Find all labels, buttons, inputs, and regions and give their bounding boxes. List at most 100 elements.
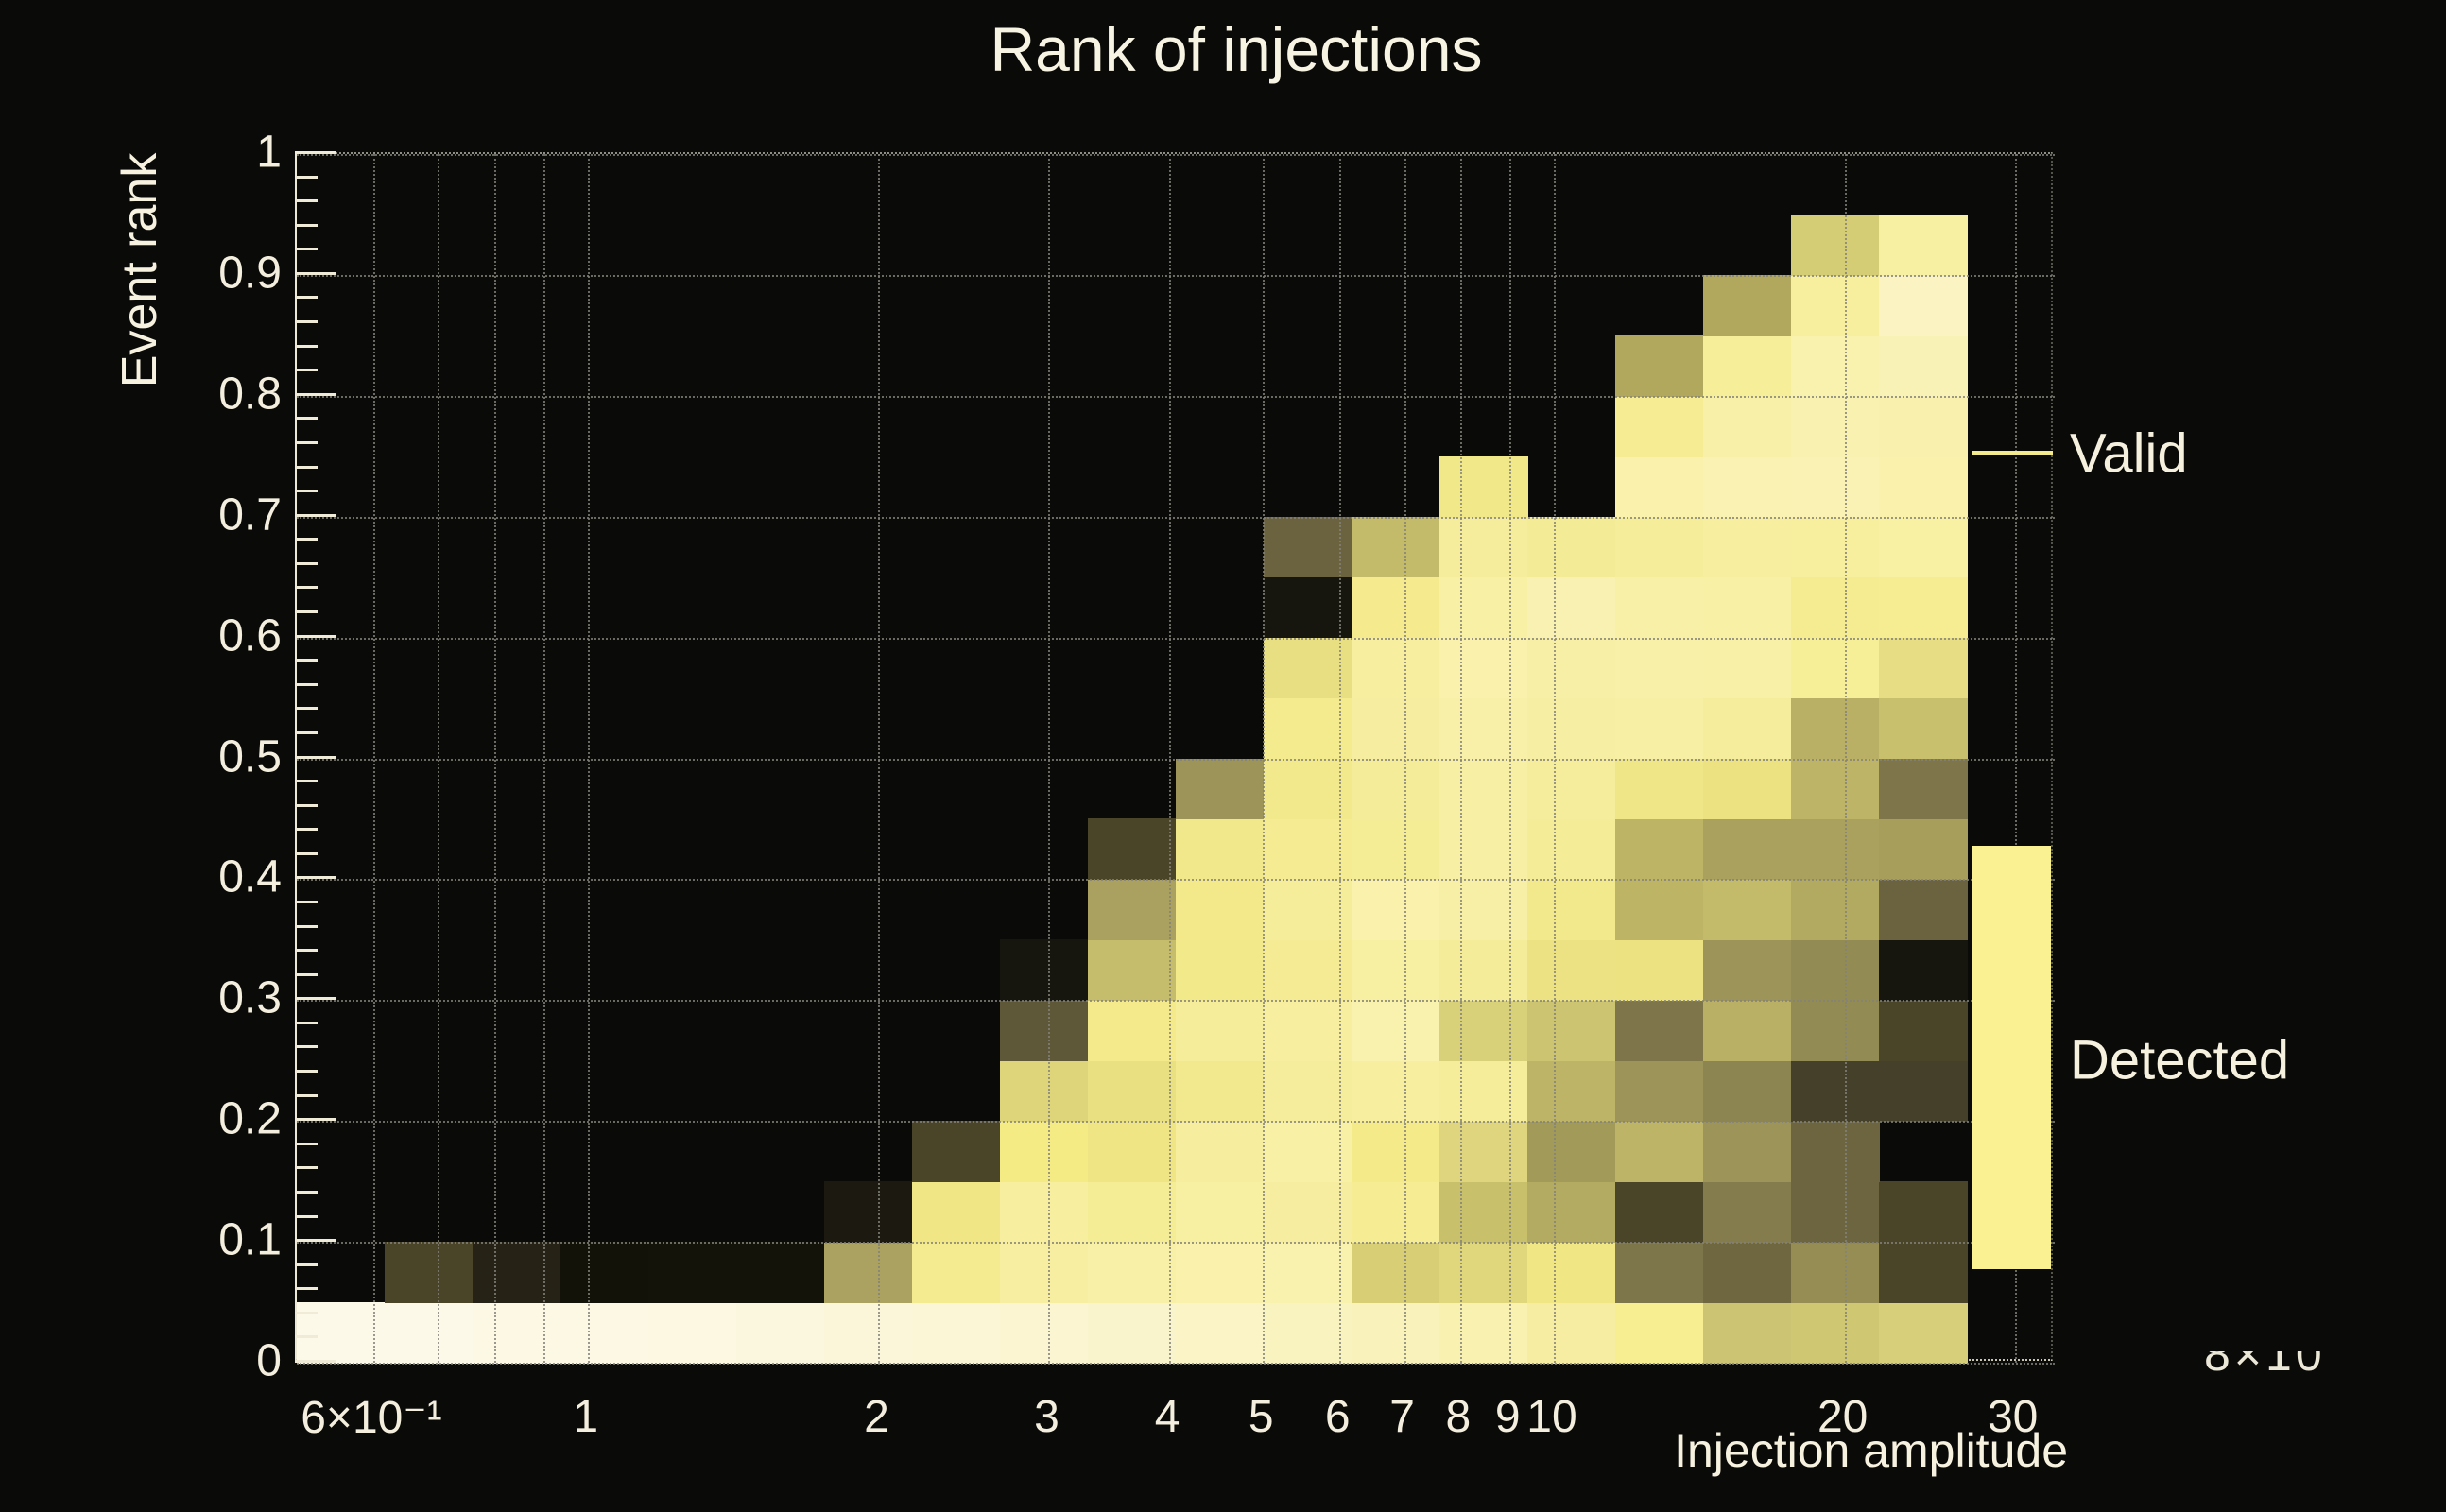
y-gridline bbox=[297, 879, 2055, 882]
heatmap-cell bbox=[911, 1181, 1001, 1243]
y-minor-tick bbox=[295, 780, 318, 783]
heatmap-cell bbox=[1175, 939, 1265, 1002]
y-minor-tick bbox=[295, 1311, 318, 1314]
heatmap-cell bbox=[1526, 939, 1616, 1002]
heatmap-cell bbox=[1263, 1302, 1352, 1364]
heatmap-cell bbox=[1702, 516, 1792, 578]
heatmap-cell bbox=[1878, 697, 1968, 760]
heatmap-cell bbox=[560, 1302, 649, 1364]
heatmap-cell bbox=[1526, 879, 1616, 941]
y-minor-tick bbox=[295, 682, 318, 686]
heatmap-cell bbox=[1790, 576, 1880, 639]
heatmap-cell bbox=[1614, 879, 1704, 941]
heatmap-cell bbox=[648, 1302, 737, 1364]
heatmap-cell bbox=[1790, 1060, 1880, 1122]
y-minor-tick bbox=[295, 828, 318, 832]
heatmap-cell bbox=[1438, 576, 1528, 639]
heatmap-cell bbox=[1087, 1060, 1177, 1122]
y-gridline bbox=[297, 154, 2055, 156]
heatmap-cell bbox=[1614, 1302, 1704, 1364]
heatmap-cell bbox=[1614, 1060, 1704, 1122]
heatmap-cell bbox=[1702, 274, 1792, 336]
heatmap-cell bbox=[1702, 697, 1792, 760]
heatmap-cell bbox=[1351, 939, 1440, 1002]
y-minor-tick bbox=[295, 490, 318, 493]
heatmap-cell bbox=[1614, 697, 1704, 760]
heatmap-cell bbox=[1438, 879, 1528, 941]
y-minor-tick bbox=[295, 1335, 318, 1339]
y-minor-tick bbox=[295, 465, 318, 469]
x-tick-label: 30 bbox=[1987, 1392, 2039, 1442]
heatmap-cell bbox=[1438, 758, 1528, 820]
heatmap-cell bbox=[1614, 637, 1704, 699]
y-minor-tick bbox=[295, 949, 318, 953]
y-tick-label: 0.5 bbox=[218, 731, 282, 782]
heatmap-cell bbox=[1087, 879, 1177, 941]
y-gridline bbox=[297, 1121, 2055, 1124]
y-minor-tick bbox=[295, 1166, 318, 1170]
heatmap-cell bbox=[1702, 1181, 1792, 1243]
chart-title: Rank of injections bbox=[990, 14, 1483, 84]
heatmap-cell bbox=[1526, 637, 1616, 699]
y-minor-tick bbox=[295, 730, 318, 734]
clipped-corner-label: 8×10 bbox=[2204, 1351, 2326, 1381]
y-major-tick bbox=[295, 271, 336, 275]
heatmap-cell bbox=[1702, 879, 1792, 941]
y-major-tick bbox=[295, 876, 336, 880]
heatmap-cell bbox=[1087, 939, 1177, 1002]
heatmap-cell bbox=[1351, 1000, 1440, 1062]
heatmap-cell bbox=[1878, 818, 1968, 881]
y-minor-tick bbox=[295, 1093, 318, 1097]
y-minor-tick bbox=[295, 610, 318, 614]
heatmap-cell bbox=[1878, 879, 1968, 941]
legend-valid-label: Valid bbox=[2070, 422, 2188, 485]
y-major-tick bbox=[295, 755, 336, 759]
y-minor-tick bbox=[295, 586, 318, 590]
y-major-tick bbox=[295, 1118, 336, 1122]
heatmap-cell bbox=[1526, 1000, 1616, 1062]
heatmap-cell bbox=[1878, 274, 1968, 336]
heatmap-cell bbox=[1087, 1181, 1177, 1243]
heatmap-cell bbox=[1790, 274, 1880, 336]
heatmap-cell bbox=[1878, 335, 1968, 397]
x-tick-label: 6×10⁻¹ bbox=[301, 1393, 442, 1443]
heatmap-cell bbox=[1263, 1242, 1352, 1303]
y-minor-tick bbox=[295, 924, 318, 928]
y-tick-label: 0 bbox=[256, 1335, 282, 1386]
heatmap-cell bbox=[1702, 1060, 1792, 1122]
heatmap-cell bbox=[1351, 1302, 1440, 1364]
y-minor-tick bbox=[295, 851, 318, 855]
y-gridline bbox=[297, 1000, 2055, 1003]
heatmap-cell bbox=[1614, 455, 1704, 518]
heatmap-cell bbox=[1614, 1000, 1704, 1062]
heatmap-cell bbox=[1878, 1242, 1968, 1303]
heatmap-cell bbox=[1438, 516, 1528, 578]
heatmap-cell bbox=[1351, 516, 1440, 578]
heatmap-cell bbox=[1087, 1242, 1177, 1303]
heatmap-cell bbox=[1263, 516, 1352, 578]
heatmap-cell bbox=[385, 1242, 474, 1303]
heatmap-cell bbox=[1702, 637, 1792, 699]
y-minor-tick bbox=[295, 1021, 318, 1024]
x-tick-label: 3 bbox=[1034, 1392, 1059, 1442]
heatmap-cell bbox=[999, 1121, 1089, 1182]
y-minor-tick bbox=[295, 199, 318, 203]
heatmap-cell bbox=[1702, 1302, 1792, 1364]
heatmap-cell bbox=[1614, 818, 1704, 881]
y-minor-tick bbox=[295, 1287, 318, 1291]
heatmap-cell bbox=[1790, 335, 1880, 397]
heatmap-cell bbox=[1263, 1181, 1352, 1243]
heatmap-cell bbox=[1438, 1000, 1528, 1062]
y-minor-tick bbox=[295, 175, 318, 179]
x-tick-label: 20 bbox=[1817, 1392, 1869, 1442]
heatmap-cell bbox=[1878, 1060, 1968, 1122]
heatmap-cell bbox=[1878, 576, 1968, 639]
heatmap-cell bbox=[1263, 697, 1352, 760]
heatmap-cell bbox=[1526, 1181, 1616, 1243]
heatmap-cell bbox=[1438, 1242, 1528, 1303]
heatmap-cell bbox=[1878, 1302, 1968, 1364]
y-gridline bbox=[297, 1242, 2055, 1245]
y-major-tick bbox=[295, 1360, 336, 1363]
heatmap-cell bbox=[1438, 1302, 1528, 1364]
